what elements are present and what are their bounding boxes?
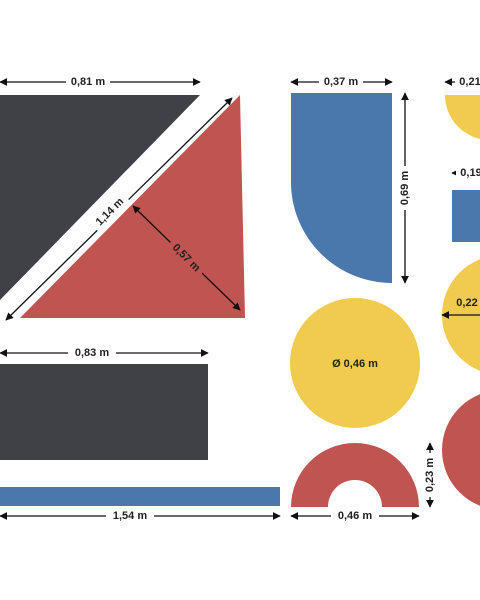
dimension-label: 0,21 <box>459 76 480 88</box>
dimension-label: 0,37 m <box>324 76 358 88</box>
label-bg <box>456 165 480 181</box>
label-bg <box>455 74 480 90</box>
dimension-label: 0,46 m <box>338 510 372 522</box>
red-circle-right <box>442 394 480 506</box>
yellow-circle <box>290 298 420 428</box>
yellow-half-circle <box>445 95 480 139</box>
dimension-label: 0,83 m <box>75 347 109 359</box>
label-bg <box>331 508 379 524</box>
dimension-label: 0,23 m <box>424 458 436 492</box>
dimension-label: 1,54 m <box>113 510 147 522</box>
dimension-label: 0,22 <box>456 297 477 309</box>
dark-rect <box>0 364 208 460</box>
blue-rect <box>452 190 480 242</box>
blue-bar <box>0 487 280 506</box>
label-bg <box>88 190 132 234</box>
label-bg <box>422 453 438 497</box>
label-bg <box>106 508 154 524</box>
red-arch <box>291 443 419 507</box>
dimension-label: 0,19 <box>460 167 480 179</box>
label-bg <box>319 74 363 90</box>
dimension-label: 0,69 m <box>399 171 411 205</box>
label-bg <box>164 236 208 280</box>
dimension-label: 0,81 m <box>71 76 105 88</box>
label-bg <box>68 345 116 361</box>
blue-quarter-shape <box>291 93 392 283</box>
dimension-label: Ø 0,46 m <box>332 358 378 370</box>
label-bg <box>397 166 413 210</box>
label-bg <box>66 74 110 90</box>
